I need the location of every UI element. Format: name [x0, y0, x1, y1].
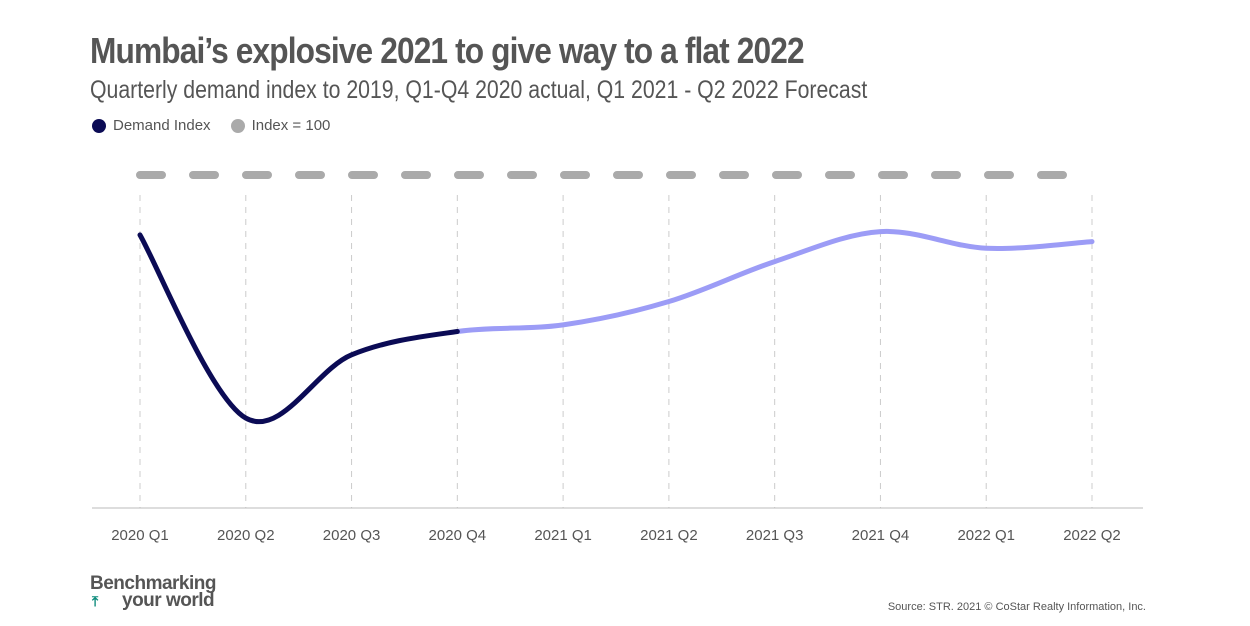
source-note: Source: STR. 2021 © CoStar Realty Inform… — [887, 601, 1146, 613]
arrow-up-icon: ⤒ — [92, 593, 98, 609]
x-tick-label: 2020 Q2 — [217, 527, 275, 544]
x-tick-label: 2022 Q2 — [1063, 527, 1121, 544]
logo-line1: Benchmarking — [90, 573, 216, 594]
chart-title: Mumbai’s explosive 2021 to give way to a… — [90, 30, 805, 71]
legend: Demand Index Index = 100 — [92, 117, 330, 134]
legend-item-demand: Demand Index — [92, 117, 211, 134]
legend-dot-icon — [230, 118, 245, 133]
logo: Benchmarking ⤒ your world — [90, 573, 216, 611]
x-tick-label: 2020 Q4 — [429, 527, 487, 544]
x-tick-label: 2021 Q2 — [640, 527, 698, 544]
actual-line — [137, 232, 460, 425]
x-tick-label: 2022 Q1 — [957, 527, 1015, 544]
x-tick-label: 2021 Q3 — [746, 527, 804, 544]
logo-line2: your world — [122, 590, 215, 611]
legend-label: Index = 100 — [251, 117, 331, 134]
legend-dot-icon — [92, 118, 106, 133]
legend-item-index: Index = 100 — [230, 117, 331, 134]
x-tick-label: 2020 Q3 — [323, 527, 381, 544]
legend-label: Demand Index — [113, 117, 211, 134]
x-tick-label: 2021 Q4 — [852, 527, 910, 544]
x-tick-label: 2021 Q1 — [534, 527, 592, 544]
chart-subtitle: Quarterly demand index to 2019, Q1-Q4 20… — [90, 76, 868, 104]
x-tick-label: 2020 Q1 — [111, 527, 169, 544]
forecast-line — [454, 228, 1095, 335]
